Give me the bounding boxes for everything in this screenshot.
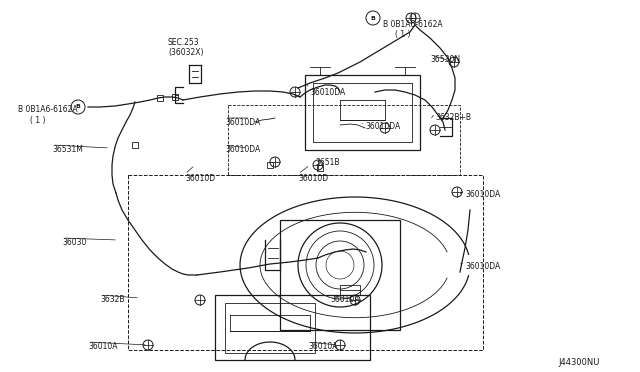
- Text: 36010DA: 36010DA: [465, 262, 500, 271]
- Text: 36010DA: 36010DA: [310, 88, 345, 97]
- Bar: [317, 165, 323, 171]
- Text: 36010DA: 36010DA: [465, 190, 500, 199]
- Bar: [305, 75, 420, 150]
- Text: B 0B1A6-6162A: B 0B1A6-6162A: [18, 105, 77, 114]
- Text: (36032X): (36032X): [168, 48, 204, 57]
- Text: 36010DA: 36010DA: [225, 145, 260, 154]
- Text: ( 1 ): ( 1 ): [30, 116, 45, 125]
- Text: 36010DA: 36010DA: [225, 118, 260, 127]
- Bar: [228, 105, 460, 175]
- Text: 3632B+B: 3632B+B: [435, 113, 471, 122]
- Text: 36010A: 36010A: [330, 295, 360, 304]
- Text: 36010A: 36010A: [308, 342, 337, 351]
- Text: 3651B: 3651B: [315, 158, 339, 167]
- Text: B 0B1A6-6162A: B 0B1A6-6162A: [383, 20, 443, 29]
- Text: J44300NU: J44300NU: [558, 358, 600, 367]
- Text: ( 1 ): ( 1 ): [395, 30, 410, 39]
- Bar: [132, 142, 138, 148]
- Text: 36010D: 36010D: [298, 174, 328, 183]
- Text: 36010DA: 36010DA: [365, 122, 400, 131]
- Text: B: B: [76, 105, 81, 109]
- Text: 36010A: 36010A: [88, 342, 118, 351]
- Text: SEC.253: SEC.253: [168, 38, 200, 47]
- Text: 36010D: 36010D: [185, 174, 215, 183]
- Bar: [267, 162, 273, 168]
- Bar: [128, 175, 483, 350]
- Text: 36531M: 36531M: [52, 145, 83, 154]
- Text: B: B: [371, 16, 376, 20]
- Text: 3632B: 3632B: [100, 295, 125, 304]
- Text: 36030: 36030: [62, 238, 86, 247]
- Bar: [280, 220, 400, 330]
- Bar: [157, 95, 163, 101]
- Bar: [215, 295, 370, 360]
- Text: 36530N: 36530N: [430, 55, 460, 64]
- Bar: [172, 94, 178, 100]
- Bar: [225, 303, 315, 353]
